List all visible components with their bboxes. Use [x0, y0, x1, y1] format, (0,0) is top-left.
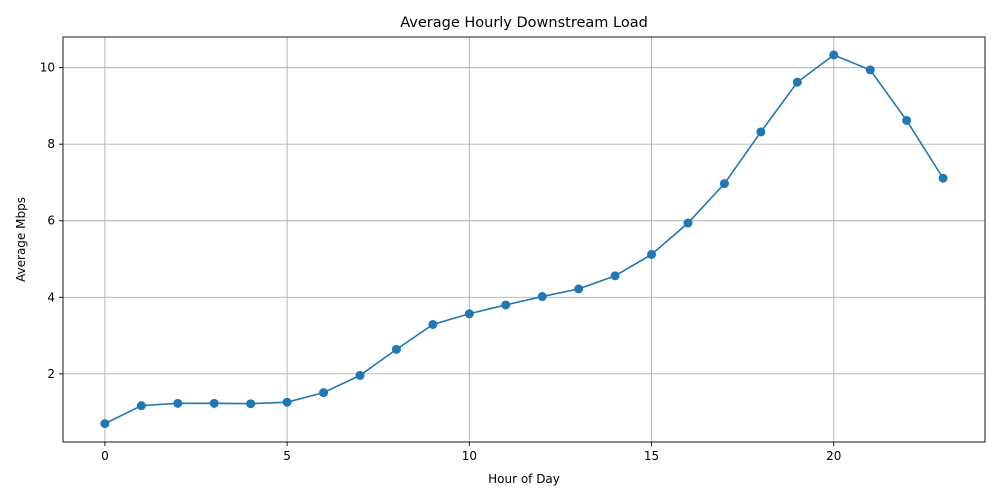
series-line — [104, 54, 944, 425]
y-tick-label: 10 — [40, 61, 55, 75]
data-point — [100, 419, 110, 429]
data-point — [938, 173, 948, 183]
data-point — [829, 50, 839, 60]
data-point — [902, 115, 912, 125]
data-point — [319, 388, 329, 398]
y-tick-label: 8 — [47, 137, 55, 151]
plot-frame — [62, 36, 986, 443]
data-point — [574, 284, 584, 294]
data-point — [173, 398, 183, 408]
x-tick-label: 0 — [101, 449, 109, 463]
x-tick-label: 10 — [462, 449, 477, 463]
data-point — [610, 271, 620, 281]
x-tick-label: 15 — [644, 449, 659, 463]
data-point — [209, 398, 219, 408]
y-tick-label: 6 — [47, 214, 55, 228]
data-point — [391, 344, 401, 354]
data-point — [428, 319, 438, 329]
data-point — [683, 218, 693, 228]
data-point — [282, 397, 292, 407]
y-axis-label: Average Mbps — [14, 197, 28, 282]
data-point — [501, 300, 511, 310]
data-point — [246, 399, 256, 409]
chart-title: Average Hourly Downstream Load — [400, 15, 648, 31]
series-layer — [100, 50, 948, 429]
y-tick-label: 4 — [47, 290, 55, 304]
data-point — [355, 370, 365, 380]
grid-layer — [63, 37, 985, 442]
data-point — [719, 179, 729, 189]
x-axis-label: Hour of Day — [488, 472, 560, 486]
y-tick-label: 2 — [47, 367, 55, 381]
data-point — [464, 309, 474, 319]
data-point — [136, 401, 146, 411]
x-tick-label: 5 — [283, 449, 291, 463]
data-point — [756, 127, 766, 137]
data-point — [647, 249, 657, 259]
data-point — [792, 77, 802, 87]
data-point — [537, 292, 547, 302]
tick-layer: 0 5 10 15 20 2 4 6 8 10 — [40, 61, 842, 463]
data-point — [865, 65, 875, 75]
x-tick-label: 20 — [826, 449, 841, 463]
